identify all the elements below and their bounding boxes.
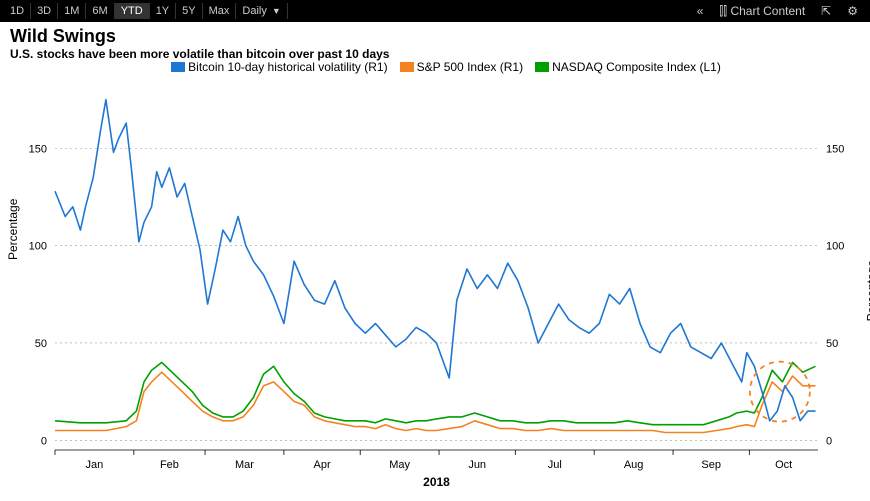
svg-text:50: 50: [826, 338, 838, 350]
toolbar: 1D 3D 1M 6M YTD 1Y 5Y Max Daily ▼ « ⫿⫿ C…: [0, 0, 870, 22]
range-max[interactable]: Max: [203, 3, 237, 19]
chart-title: Wild Swings: [10, 26, 860, 47]
chart-icon: ⫿⫿: [719, 4, 727, 18]
svg-text:2018: 2018: [423, 475, 450, 489]
range-1m[interactable]: 1M: [58, 3, 86, 19]
svg-text:May: May: [389, 459, 410, 471]
frequency-label: Daily: [242, 5, 266, 17]
svg-text:150: 150: [29, 143, 47, 155]
export-icon[interactable]: ⇱: [813, 2, 839, 20]
svg-text:Sep: Sep: [701, 459, 721, 471]
svg-text:Mar: Mar: [235, 459, 254, 471]
range-ytd[interactable]: YTD: [115, 3, 150, 19]
range-6m[interactable]: 6M: [86, 3, 114, 19]
range-3d[interactable]: 3D: [31, 3, 58, 19]
svg-text:50: 50: [35, 338, 47, 350]
svg-text:100: 100: [29, 241, 47, 253]
svg-text:0: 0: [826, 435, 832, 447]
svg-text:150: 150: [826, 143, 844, 155]
line-chart: 0 0 50 50 100 100 150 150 Jan Feb Mar Apr May Jun Jul A…: [0, 50, 870, 501]
svg-text:Apr: Apr: [313, 459, 330, 471]
svg-text:100: 100: [826, 241, 844, 253]
svg-text:Aug: Aug: [624, 459, 644, 471]
chart-content-button[interactable]: ⫿⫿ Chart Content: [711, 2, 813, 21]
range-1y[interactable]: 1Y: [150, 3, 176, 19]
frequency-dropdown[interactable]: Daily ▼: [236, 3, 287, 19]
svg-text:Oct: Oct: [775, 459, 792, 471]
svg-text:0: 0: [41, 435, 47, 447]
chevron-down-icon: ▼: [270, 6, 281, 16]
svg-text:Jan: Jan: [86, 459, 104, 471]
prev-icon[interactable]: «: [689, 2, 712, 20]
svg-text:Feb: Feb: [160, 459, 179, 471]
range-5y[interactable]: 5Y: [176, 3, 202, 19]
chart-content-label: Chart Content: [730, 4, 805, 18]
svg-text:Jun: Jun: [468, 459, 486, 471]
svg-text:Jul: Jul: [548, 459, 562, 471]
range-1d[interactable]: 1D: [4, 3, 31, 19]
gear-icon[interactable]: ⚙: [839, 2, 866, 20]
